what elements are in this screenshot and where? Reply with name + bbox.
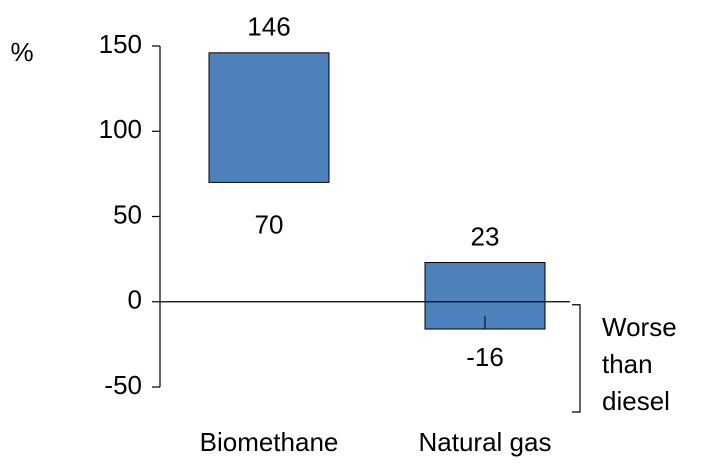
y-tick-label: -50 [104, 370, 142, 400]
y-tick-label: 100 [99, 114, 142, 144]
y-axis-label: % [10, 37, 33, 67]
annotation: diesel [602, 386, 670, 416]
value-label: 23 [471, 221, 500, 251]
y-tick-label: 150 [99, 29, 142, 59]
value-label: -16 [466, 342, 504, 372]
value-label: 70 [255, 209, 284, 239]
annotation: Worse [602, 312, 677, 342]
x-tick-label: Natural gas [419, 427, 552, 457]
bar [208, 52, 330, 183]
bracket [572, 304, 581, 413]
value-label: 146 [247, 12, 290, 42]
x-tick-label: Biomethane [200, 427, 339, 457]
annotation: than [602, 349, 653, 379]
y-tick-label: 0 [128, 285, 142, 315]
y-tick-label: 50 [113, 199, 142, 229]
